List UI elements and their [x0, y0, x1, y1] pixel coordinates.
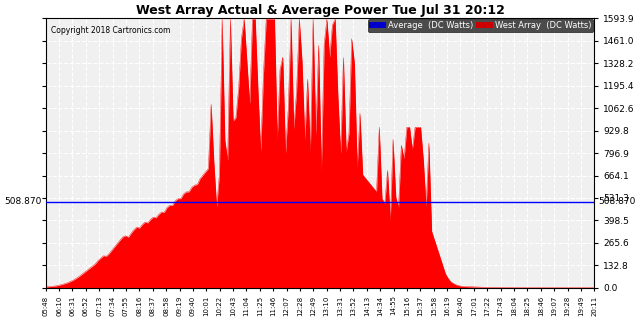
Text: 508.870: 508.870: [598, 197, 636, 206]
Text: 508.870: 508.870: [4, 197, 42, 206]
Text: Copyright 2018 Cartronics.com: Copyright 2018 Cartronics.com: [51, 27, 171, 36]
Title: West Array Actual & Average Power Tue Jul 31 20:12: West Array Actual & Average Power Tue Ju…: [136, 4, 504, 17]
Legend: Average  (DC Watts), West Array  (DC Watts): Average (DC Watts), West Array (DC Watts…: [367, 19, 593, 31]
